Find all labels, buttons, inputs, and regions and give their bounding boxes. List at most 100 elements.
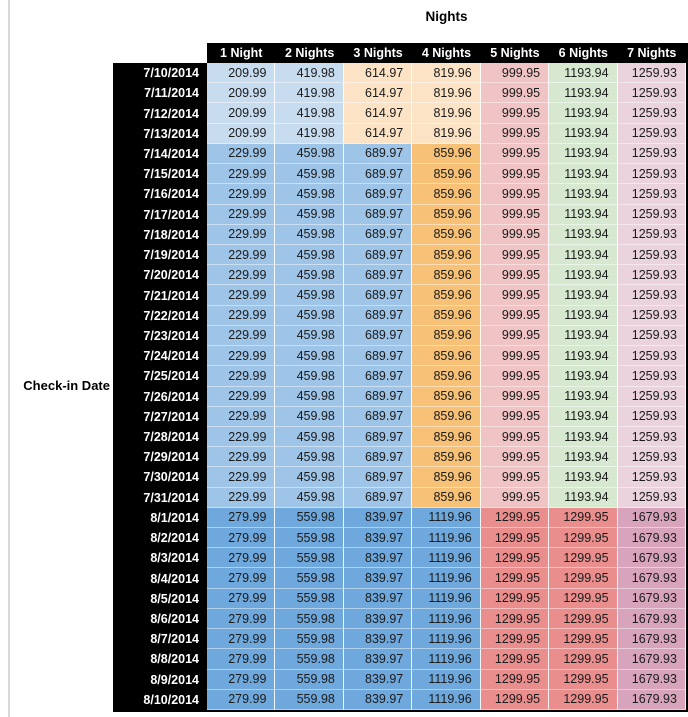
price-cell: 1299.95 xyxy=(480,548,550,569)
price-cell: 559.98 xyxy=(275,689,344,710)
price-cell: 999.95 xyxy=(480,467,550,488)
table-row: 7/29/2014 229.99 459.98 689.97 859.96 999.95 1… xyxy=(113,447,686,468)
price-cell: 1679.93 xyxy=(617,588,686,609)
price-cell: 419.98 xyxy=(275,103,344,124)
price-cell: 1193.94 xyxy=(549,204,618,225)
price-cell: 1193.94 xyxy=(549,487,618,508)
price-cell: 1259.93 xyxy=(617,386,686,407)
price-cell: 859.96 xyxy=(412,204,481,225)
price-cell: 859.96 xyxy=(412,467,481,488)
price-cell: 689.97 xyxy=(343,224,413,245)
price-cell: 614.97 xyxy=(343,123,413,144)
price-cell: 999.95 xyxy=(480,224,550,245)
table-row: 7/21/2014 229.99 459.98 689.97 859.96 999.95 1… xyxy=(113,285,686,306)
row-date: 8/9/2014 xyxy=(113,669,207,690)
price-cell: 839.97 xyxy=(343,608,413,630)
price-cell: 1679.93 xyxy=(617,528,686,549)
price-cell: 1299.95 xyxy=(549,568,618,589)
price-cell: 1119.96 xyxy=(412,608,481,630)
price-cell: 229.99 xyxy=(207,386,276,407)
price-cell: 279.99 xyxy=(207,548,276,569)
row-date: 7/22/2014 xyxy=(113,305,207,326)
price-cell: 279.99 xyxy=(207,568,276,589)
row-date: 7/11/2014 xyxy=(113,83,207,104)
price-cell: 419.98 xyxy=(275,83,344,104)
price-cell: 689.97 xyxy=(343,467,413,488)
pane-divider xyxy=(8,0,10,717)
table-row: 7/17/2014 229.99 459.98 689.97 859.96 999.95 1… xyxy=(113,204,686,225)
row-date: 7/15/2014 xyxy=(113,164,207,185)
price-cell: 459.98 xyxy=(275,184,344,205)
price-cell: 559.98 xyxy=(275,649,344,670)
table-row: 8/7/2014 279.99 559.98 839.97 1119.96 1299.95… xyxy=(113,629,686,650)
table-row: 8/5/2014 279.99 559.98 839.97 1119.96 1299.95… xyxy=(113,588,686,609)
price-cell: 1193.94 xyxy=(549,305,618,326)
table-row: 8/1/2014 279.99 559.98 839.97 1119.96 1299.95… xyxy=(113,507,686,529)
price-cell: 279.99 xyxy=(207,528,276,549)
price-cell: 689.97 xyxy=(343,285,413,306)
price-cell: 819.96 xyxy=(412,63,481,84)
row-date: 7/27/2014 xyxy=(113,406,207,427)
row-date: 7/10/2014 xyxy=(113,63,207,84)
price-cell: 1119.96 xyxy=(412,588,481,609)
price-cell: 999.95 xyxy=(480,63,550,84)
price-cell: 559.98 xyxy=(275,669,344,690)
price-cell: 1193.94 xyxy=(549,83,618,104)
price-cell: 459.98 xyxy=(275,164,344,185)
price-cell: 859.96 xyxy=(412,244,481,266)
row-date: 8/4/2014 xyxy=(113,568,207,589)
price-cell: 819.96 xyxy=(412,103,481,124)
price-cell: 419.98 xyxy=(275,123,344,144)
price-cell: 1259.93 xyxy=(617,467,686,488)
price-cell: 459.98 xyxy=(275,143,344,165)
price-cell: 839.97 xyxy=(343,588,413,609)
table-row: 7/24/2014 229.99 459.98 689.97 859.96 999.95 1… xyxy=(113,346,686,367)
price-cell: 459.98 xyxy=(275,346,344,367)
price-cell: 839.97 xyxy=(343,629,413,650)
price-cell: 1193.94 xyxy=(549,366,618,387)
price-cell: 859.96 xyxy=(412,487,481,508)
row-date: 7/12/2014 xyxy=(113,103,207,124)
price-cell: 839.97 xyxy=(343,689,413,710)
table-row: 7/16/2014 229.99 459.98 689.97 859.96 999.95 1… xyxy=(113,184,686,205)
price-cell: 229.99 xyxy=(207,285,276,306)
price-cell: 459.98 xyxy=(275,406,344,427)
price-cell: 459.98 xyxy=(275,325,344,347)
price-cell: 1259.93 xyxy=(617,123,686,144)
table-row: 7/19/2014 229.99 459.98 689.97 859.96 999.95 1… xyxy=(113,244,686,266)
price-cell: 209.99 xyxy=(207,103,276,124)
price-cell: 1193.94 xyxy=(549,244,618,266)
table-row: 7/22/2014 229.99 459.98 689.97 859.96 999.95 1… xyxy=(113,305,686,326)
price-cell: 689.97 xyxy=(343,184,413,205)
price-cell: 229.99 xyxy=(207,346,276,367)
price-cell: 1119.96 xyxy=(412,649,481,670)
price-cell: 999.95 xyxy=(480,386,550,407)
price-cell: 999.95 xyxy=(480,103,550,124)
price-cell: 689.97 xyxy=(343,204,413,225)
chart-title: Nights xyxy=(425,9,468,24)
price-cell: 999.95 xyxy=(480,143,550,165)
column-header: 7 Nights xyxy=(617,43,686,63)
price-cell: 819.96 xyxy=(412,123,481,144)
table-row: 7/25/2014 229.99 459.98 689.97 859.96 999.95 1… xyxy=(113,366,686,387)
price-cell: 1259.93 xyxy=(617,164,686,185)
price-cell: 859.96 xyxy=(412,325,481,347)
price-cell: 279.99 xyxy=(207,608,276,630)
price-cell: 1679.93 xyxy=(617,649,686,670)
price-cell: 859.96 xyxy=(412,265,481,286)
price-cell: 999.95 xyxy=(480,487,550,508)
price-cell: 1299.95 xyxy=(549,608,618,630)
row-date: 7/14/2014 xyxy=(113,143,207,165)
price-cell: 1299.95 xyxy=(549,669,618,690)
price-cell: 999.95 xyxy=(480,325,550,347)
table-row: 7/28/2014 229.99 459.98 689.97 859.96 999.95 1… xyxy=(113,426,686,448)
price-cell: 1193.94 xyxy=(549,426,618,448)
price-cell: 1259.93 xyxy=(617,244,686,266)
price-cell: 689.97 xyxy=(343,366,413,387)
corner-spacer xyxy=(113,43,207,63)
price-cell: 999.95 xyxy=(480,123,550,144)
price-cell: 999.95 xyxy=(480,164,550,185)
price-cell: 1193.94 xyxy=(549,447,618,468)
table-row: 7/26/2014 229.99 459.98 689.97 859.96 999.95 1… xyxy=(113,386,686,407)
row-date: 8/1/2014 xyxy=(113,507,207,529)
